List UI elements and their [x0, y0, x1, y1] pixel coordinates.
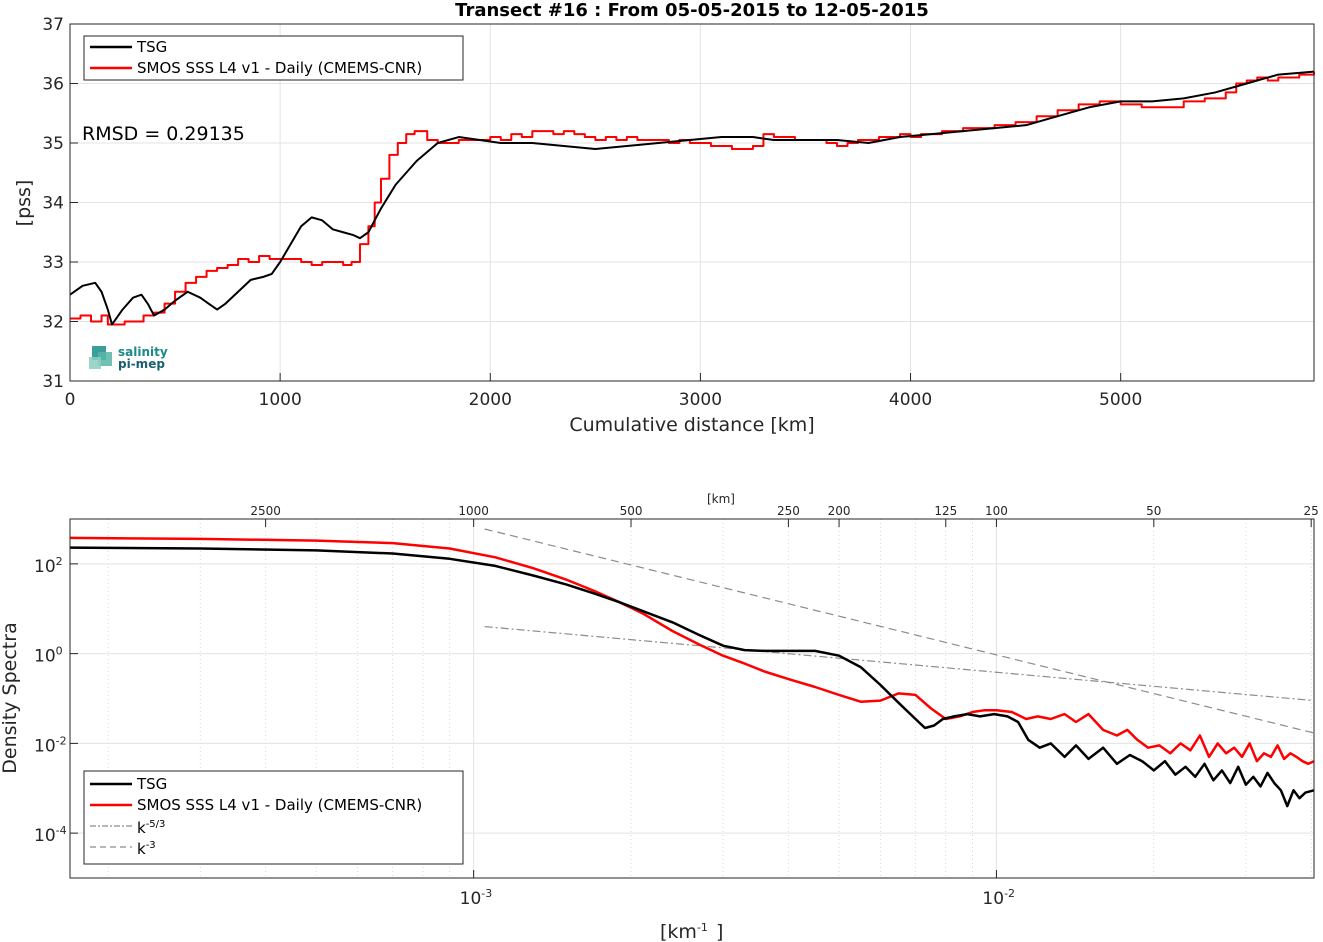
top-tick-label: 2500: [250, 504, 281, 518]
tsg-line: [69, 70, 1315, 326]
logo-square: [89, 357, 101, 369]
salinity-pi-mep-logo: salinity pi-mep: [89, 345, 168, 371]
legend: TSG SMOS SSS L4 v1 - Daily (CMEMS-CNR) k-5…: [83, 770, 464, 865]
y-tick-label: 34: [42, 194, 64, 214]
logo-text-pi-mep: pi-mep: [118, 357, 165, 371]
x-axis-label-text: [km-1: [660, 921, 708, 942]
x-tick-label: 5000: [1099, 390, 1142, 410]
y-tick-label: 100: [34, 645, 63, 667]
legend-label-smos: SMOS SSS L4 v1 - Daily (CMEMS-CNR): [137, 59, 422, 77]
logo-text-salinity: salinity: [118, 345, 168, 359]
legend-box: [83, 35, 464, 81]
top-tick-label: 200: [828, 504, 851, 518]
smos-line: [70, 71, 1315, 326]
top-tick-label: 100: [985, 504, 1008, 518]
top-tick-label: 500: [620, 504, 643, 518]
density-spectra-chart: 10-3 10-2 10-4 10-2 100 102 2500 1000 500 250 200 1…: [0, 492, 1319, 942]
x-tick-label: 0: [65, 390, 76, 410]
y-tick-label: 37: [42, 15, 64, 35]
x-tick-label: 2000: [469, 390, 512, 410]
y-tick-label: 10-4: [34, 824, 67, 846]
k-5-3-reference-line: [484, 626, 1315, 702]
series-lines: [69, 528, 1315, 808]
top-axis-label: [km]: [707, 492, 735, 506]
legend-label-smos: SMOS SSS L4 v1 - Daily (CMEMS-CNR): [137, 796, 422, 814]
x-tick-label: 10-2: [982, 887, 1015, 909]
x-tick-label: 1000: [259, 390, 302, 410]
legend: TSG SMOS SSS L4 v1 - Daily (CMEMS-CNR): [83, 35, 464, 81]
legend-label-tsg: TSG: [136, 775, 167, 793]
x-tick-label: 3000: [679, 390, 722, 410]
y-axis-label: Density Spectra: [0, 622, 21, 773]
x-tick-label: 4000: [889, 390, 932, 410]
axes-ticks: 0 1000 2000 3000 4000 5000 31 32 33 34 35 36 37: [42, 15, 1142, 410]
y-tick-label: 35: [42, 134, 64, 154]
x-tick-label: 10-3: [460, 887, 493, 909]
tsg-spectrum-line: [69, 546, 1315, 808]
y-tick-label: 102: [34, 555, 63, 577]
legend-box: [83, 770, 464, 865]
logo-square: [98, 352, 112, 366]
x-axis-label: Cumulative distance [km]: [569, 414, 814, 436]
legend-label-tsg: TSG: [136, 38, 167, 56]
top-tick-label: 50: [1146, 504, 1161, 518]
x-axis-label: [km-1]: [660, 921, 723, 942]
legend-label-k-5-3: k-5/3: [137, 819, 165, 837]
smos-spectrum-line: [69, 536, 1315, 766]
salinity-transect-chart: Transect #16 : From 05-05-2015 to 12-05-…: [13, 0, 1315, 436]
y-tick-label: 31: [42, 372, 64, 392]
y-tick-label: 33: [42, 253, 64, 273]
x-axis-label-bracket: ]: [716, 921, 723, 942]
series-lines: [69, 70, 1315, 326]
y-axis-label: [pss]: [13, 180, 35, 227]
y-tick-label: 10-2: [34, 734, 67, 756]
y-tick-label: 36: [42, 75, 64, 95]
y-tick-label: 32: [42, 313, 64, 333]
plot-frame: [69, 518, 1315, 879]
top-tick-label: 1000: [458, 504, 489, 518]
axes-ticks: 10-3 10-2 10-4 10-2 100 102 2500 1000 500 250 200 1…: [34, 504, 1319, 909]
top-tick-label: 250: [777, 504, 800, 518]
chart-title: Transect #16 : From 05-05-2015 to 12-05-…: [455, 0, 929, 21]
rmsd-annotation: RMSD = 0.29135: [82, 123, 245, 145]
legend-label-k-3: k-3: [137, 840, 156, 858]
top-tick-label: 125: [934, 504, 957, 518]
top-tick-label: 25: [1304, 504, 1319, 518]
